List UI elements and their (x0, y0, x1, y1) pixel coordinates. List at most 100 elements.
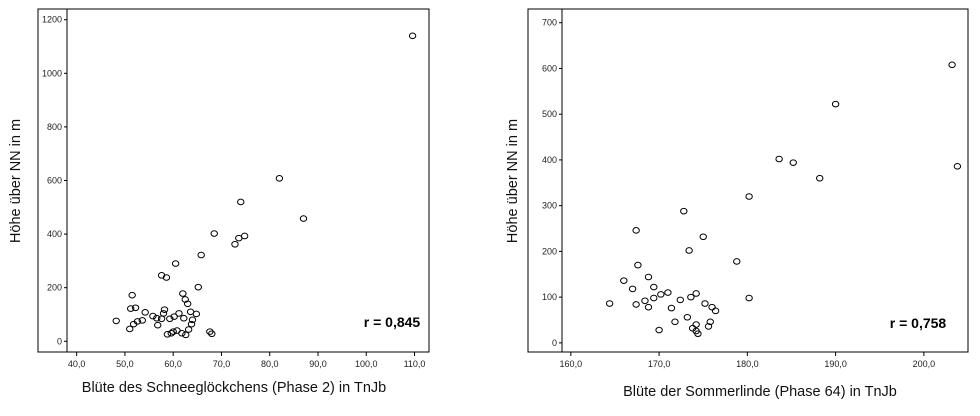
y-tick-label: 200 (542, 246, 557, 256)
y-tick-label: 1000 (42, 68, 62, 78)
data-point (706, 318, 714, 326)
y-tick-label: 600 (542, 63, 557, 73)
data-point (184, 326, 193, 333)
data-point (692, 290, 700, 297)
data-point (667, 304, 676, 312)
x-tick-label: 50,0 (116, 359, 134, 369)
data-point (655, 326, 663, 334)
data-point (680, 207, 688, 215)
data-point (128, 291, 136, 299)
data-point (685, 247, 693, 254)
data-point (733, 258, 741, 265)
data-point (408, 32, 417, 40)
data-point (745, 294, 753, 302)
data-point (711, 307, 720, 315)
chart-snowdrop: 0 200 400 600 800 1000 1200 40,0 50,0 60,0 70,0 80,… (8, 8, 430, 396)
y-tick-label: 600 (47, 176, 62, 186)
data-point (641, 297, 649, 305)
data-point (157, 315, 166, 323)
plot-frame (37, 8, 430, 353)
data-point (644, 273, 653, 281)
correlation-label: r = 0,758 (890, 315, 947, 331)
x-tick-label: 40,0 (68, 359, 86, 369)
data-point (194, 283, 202, 291)
data-point (163, 331, 172, 338)
data-point (676, 296, 684, 304)
chart-linden: 0 100 200 300 400 500 600 700 160,0 170,0 180,0 190… (505, 8, 969, 400)
data-point (620, 277, 628, 284)
x-tick-label: 60,0 (164, 359, 182, 369)
y-tick-label: 500 (542, 109, 557, 119)
x-tick-label: 100,0 (355, 359, 378, 369)
y-tick-label: 800 (47, 122, 62, 132)
data-point (235, 234, 243, 242)
data-point (657, 291, 665, 298)
x-tick-label: 110,0 (404, 359, 426, 369)
y-axis-title: Höhe über NN in m (8, 119, 24, 243)
x-tick-label: 180,0 (736, 359, 759, 369)
data-point (167, 329, 175, 337)
x-axis-title: Blüte des Schneeglöckchens (Phase 2) in … (82, 380, 386, 396)
data-point (175, 310, 183, 317)
data-point (169, 328, 177, 335)
data-point (650, 283, 658, 291)
data-point (275, 175, 284, 182)
data-point (831, 100, 840, 108)
x-tick-label: 80,0 (261, 359, 279, 369)
y-tick-label: 400 (47, 229, 62, 239)
y-tick-label: 700 (542, 18, 557, 28)
data-point (149, 312, 157, 320)
data-point (634, 261, 642, 269)
y-tick-label: 0 (552, 338, 557, 348)
y-tick-label: 300 (542, 201, 557, 211)
data-point (644, 303, 653, 311)
data-point (953, 163, 962, 170)
data-point (299, 215, 308, 222)
data-point (138, 317, 146, 324)
data-point (166, 315, 174, 323)
data-point (237, 198, 245, 206)
data-point (170, 313, 178, 320)
x-tick-label: 160,0 (560, 359, 583, 369)
data-point (208, 330, 216, 338)
data-point (197, 251, 205, 259)
data-point (210, 230, 218, 237)
data-point (182, 331, 190, 339)
x-tick-label: 70,0 (213, 359, 231, 369)
data-point (178, 329, 186, 337)
x-tick-label: 90,0 (309, 359, 327, 369)
data-point (948, 61, 956, 69)
data-point (704, 323, 713, 330)
data-point (160, 306, 169, 313)
data-point (664, 289, 672, 296)
data-point (154, 321, 162, 329)
data-point (131, 304, 140, 312)
data-point (816, 174, 824, 182)
data-point (153, 314, 161, 322)
x-tick-label: 170,0 (648, 359, 671, 369)
data-point (745, 193, 753, 200)
data-point (188, 316, 197, 324)
data-point (162, 274, 171, 281)
data-point (632, 301, 640, 308)
x-tick-label: 200,0 (913, 359, 936, 369)
data-point (180, 314, 188, 322)
data-point (694, 330, 702, 338)
y-tick-label: 1200 (42, 15, 62, 25)
y-tick-label: 100 (542, 292, 557, 302)
data-point (192, 310, 201, 318)
data-point (650, 294, 658, 302)
x-axis-title: Blüte der Sommerlinde (Phase 64) in TnJb (623, 384, 897, 400)
data-point (179, 290, 187, 297)
x-tick-label: 190,0 (824, 359, 847, 369)
y-axis-title: Höhe über NN in m (505, 119, 521, 243)
data-point (112, 317, 120, 325)
data-point (187, 320, 196, 328)
data-point (141, 309, 149, 316)
data-point (171, 260, 180, 267)
data-point (699, 233, 707, 241)
y-tick-label: 400 (542, 155, 557, 165)
y-tick-label: 0 (57, 336, 62, 346)
data-point (632, 227, 640, 234)
